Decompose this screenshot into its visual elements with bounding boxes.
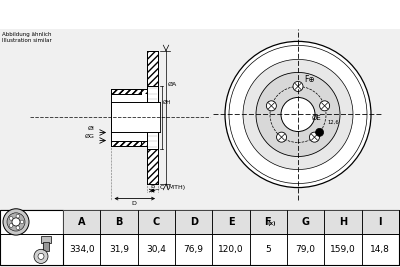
Bar	[111, 89, 141, 95]
Circle shape	[3, 209, 29, 235]
Circle shape	[256, 72, 340, 156]
Bar	[111, 140, 147, 146]
Text: 334,0: 334,0	[69, 245, 94, 254]
Bar	[0, 210, 63, 265]
Bar	[147, 148, 158, 184]
Text: 432113: 432113	[272, 9, 336, 23]
Bar	[100, 210, 138, 265]
Text: 30,4: 30,4	[146, 245, 166, 254]
Circle shape	[16, 214, 20, 218]
Bar	[111, 103, 160, 132]
Text: 76,9: 76,9	[184, 245, 204, 254]
Bar	[147, 87, 158, 148]
Text: B: B	[115, 217, 123, 227]
Text: 31,9: 31,9	[109, 245, 129, 254]
Text: A: A	[78, 217, 86, 227]
Text: C: C	[153, 217, 160, 227]
Bar	[212, 210, 250, 265]
Text: ØA: ØA	[168, 82, 177, 87]
Circle shape	[276, 132, 286, 142]
Text: ØH: ØH	[163, 100, 171, 105]
Bar	[43, 242, 49, 251]
Circle shape	[225, 41, 371, 187]
Circle shape	[266, 101, 276, 111]
Circle shape	[16, 226, 20, 230]
Text: C (MTH): C (MTH)	[160, 184, 185, 190]
Text: ØG: ØG	[85, 134, 95, 139]
Text: 79,0: 79,0	[296, 245, 316, 254]
Circle shape	[293, 81, 303, 91]
Circle shape	[20, 220, 24, 224]
Bar	[287, 210, 324, 265]
Bar	[111, 140, 141, 146]
Circle shape	[243, 60, 353, 170]
Text: 120,0: 120,0	[218, 245, 244, 254]
Bar	[250, 210, 287, 265]
Circle shape	[310, 132, 320, 142]
Bar	[147, 51, 158, 87]
Text: 12,6: 12,6	[327, 120, 339, 125]
Circle shape	[316, 128, 324, 136]
Text: Illustration similar: Illustration similar	[2, 38, 52, 43]
Text: B: B	[150, 184, 155, 189]
Bar	[111, 89, 147, 95]
Circle shape	[320, 101, 330, 111]
Bar	[63, 210, 100, 265]
Text: 159,0: 159,0	[330, 245, 356, 254]
Bar	[111, 95, 147, 103]
Text: ØI: ØI	[88, 125, 95, 131]
Circle shape	[12, 218, 20, 226]
Circle shape	[281, 97, 315, 132]
Bar	[138, 210, 175, 265]
Circle shape	[9, 224, 13, 227]
Text: F⊕: F⊕	[304, 75, 315, 84]
Bar	[362, 210, 399, 265]
Text: E: E	[228, 217, 234, 227]
Text: ØE: ØE	[312, 115, 322, 120]
Text: ®: ®	[302, 64, 309, 69]
Circle shape	[38, 253, 44, 260]
Bar	[111, 132, 147, 140]
Text: D: D	[190, 217, 198, 227]
Bar	[147, 148, 158, 184]
Bar	[111, 140, 147, 146]
Text: G: G	[302, 217, 310, 227]
Bar	[175, 210, 212, 265]
Text: 24.0132-0113.1: 24.0132-0113.1	[77, 9, 211, 23]
Text: F: F	[264, 217, 271, 227]
Text: 5: 5	[266, 245, 271, 254]
Text: 14,8: 14,8	[370, 245, 390, 254]
Text: D: D	[132, 201, 136, 206]
Text: (x): (x)	[267, 221, 276, 226]
Circle shape	[7, 213, 25, 231]
Bar	[147, 51, 158, 87]
Text: I: I	[378, 217, 382, 227]
Circle shape	[9, 217, 13, 220]
Text: H: H	[339, 217, 347, 227]
Text: Abbildung ähnlich: Abbildung ähnlich	[2, 32, 52, 37]
Circle shape	[34, 249, 48, 264]
Bar	[63, 210, 399, 234]
Bar	[324, 210, 362, 265]
Bar	[111, 89, 147, 95]
Text: Ate: Ate	[277, 72, 319, 92]
Bar	[41, 236, 51, 243]
